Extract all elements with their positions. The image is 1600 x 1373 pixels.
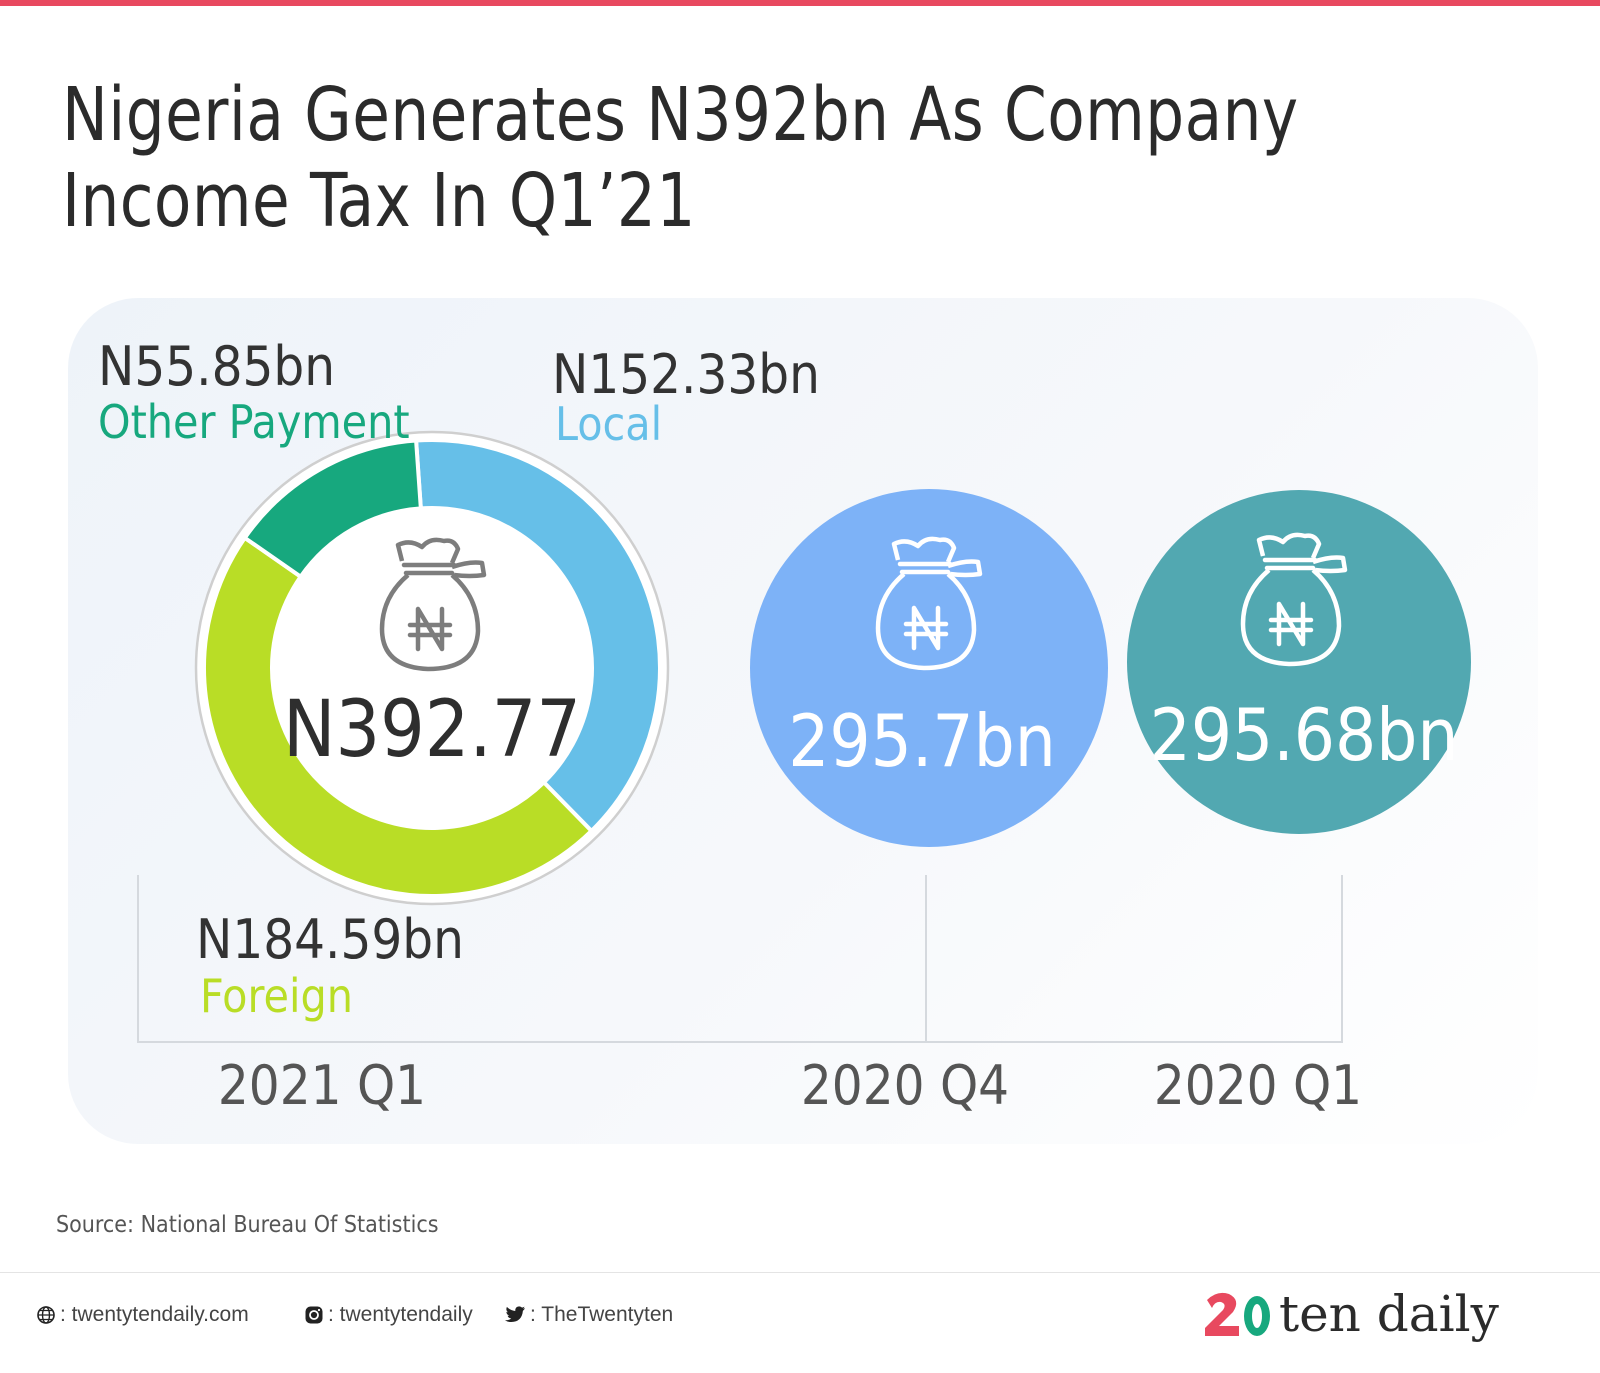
axis-line-2020 — [926, 875, 1343, 1043]
chart-canvas: N392.77 N55.85bn Other Payment N152.33bn… — [98, 335, 1471, 1117]
category-label-2020-q1: 2020 Q1 — [1154, 1054, 1362, 1117]
donut-total-label: N392.77 — [283, 685, 581, 775]
source-note: Source: National Bureau Of Statistics — [56, 1212, 439, 1238]
twentyten-logo-mark — [1205, 1292, 1270, 1336]
bubble-2020-q1-value: 295.68bn — [1150, 693, 1459, 777]
category-label-2021-q1: 2021 Q1 — [218, 1054, 426, 1117]
footer-instagram[interactable]: : twentytendaily — [304, 1303, 473, 1327]
brand-logo[interactable]: ten daily — [1203, 1284, 1499, 1344]
other-payment-value-label: N55.85bn — [98, 335, 335, 398]
footer-divider — [0, 1272, 1600, 1273]
instagram-icon — [305, 1306, 323, 1324]
footer-website[interactable]: : twentytendaily.com — [36, 1303, 249, 1327]
twitter-text: : TheTwentyten — [530, 1303, 674, 1326]
website-text: : twentytendaily.com — [60, 1303, 249, 1326]
foreign-value-label: N184.59bn — [196, 908, 464, 971]
globe-icon — [37, 1306, 55, 1324]
page-title: Nigeria Generates N392bn As Company Inco… — [62, 72, 1299, 244]
footer-twitter[interactable]: : TheTwentyten — [504, 1303, 673, 1327]
bubble-2020-q4-value: 295.7bn — [788, 699, 1056, 783]
twitter-icon — [504, 1306, 526, 1323]
category-label-2020-q4: 2020 Q4 — [801, 1054, 1009, 1117]
local-value-label: N152.33bn — [552, 343, 820, 406]
top-accent-bar — [0, 0, 1600, 6]
axis-line-2021-q1 — [137, 875, 927, 1043]
instagram-text: : twentytendaily — [328, 1303, 473, 1326]
logo-text: ten daily — [1279, 1285, 1499, 1343]
foreign-name-label: Foreign — [200, 969, 353, 1023]
local-name-label: Local — [555, 397, 662, 451]
other-payment-name-label: Other Payment — [98, 395, 410, 449]
